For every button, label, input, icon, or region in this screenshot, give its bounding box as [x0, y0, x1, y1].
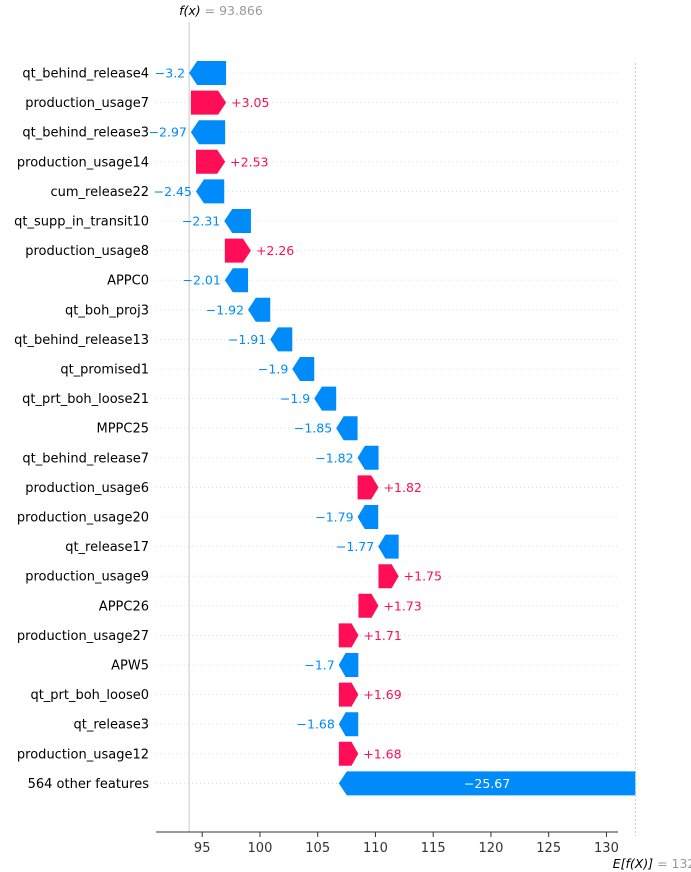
feature-label: production_usage6 — [25, 481, 149, 496]
value-label: −1.79 — [315, 510, 353, 525]
x-tick-label: 115 — [421, 841, 446, 856]
bar-negative — [292, 357, 315, 381]
row-gridlines — [156, 72, 618, 784]
value-label: −1.9 — [258, 362, 288, 377]
x-tick-label: 100 — [248, 841, 273, 856]
feature-label: production_usage20 — [17, 511, 149, 526]
bar-negative — [357, 505, 379, 529]
value-label: +2.26 — [256, 243, 294, 258]
value-label: +3.05 — [231, 95, 269, 110]
bar-negative — [314, 386, 337, 411]
value-label: −2.01 — [183, 273, 221, 288]
feature-label: APPC0 — [107, 274, 149, 289]
efx-label: E[f(X)] = 132.5 — [613, 856, 691, 871]
feature-label: production_usage8 — [25, 244, 149, 259]
bar-negative — [224, 209, 251, 233]
value-label: −2.31 — [182, 214, 220, 229]
value-label: −1.82 — [315, 450, 353, 465]
value-label: −1.68 — [297, 717, 335, 732]
bars-group: −3.2 +3.05 −2.97 +2.53 −2.45 −2.31 +2.26 −2.01 −… — [149, 61, 636, 796]
feature-label: production_usage9 — [25, 570, 149, 585]
feature-label: qt_behind_release4 — [22, 67, 149, 82]
value-label: +1.75 — [404, 569, 442, 584]
feature-label: cum_release22 — [51, 185, 150, 200]
bar-negative — [336, 416, 358, 441]
x-tick-label: 105 — [305, 841, 330, 856]
x-axis: 95 100 105 110 115 120 125 130 — [156, 831, 619, 856]
feature-label: qt_supp_in_transit10 — [14, 215, 149, 230]
bar-positive — [224, 238, 251, 263]
value-label: −3.2 — [155, 66, 185, 81]
bar-negative — [195, 179, 225, 204]
x-tick-label: 95 — [194, 841, 211, 856]
value-label: +1.69 — [363, 687, 401, 702]
bar-positive — [357, 475, 379, 500]
value-label: +1.71 — [363, 628, 401, 643]
feature-label: qt_promised1 — [60, 363, 149, 378]
feature-label: APW5 — [111, 659, 149, 674]
feature-labels-group: qt_behind_release4 production_usage7 qt_be… — [14, 67, 149, 792]
bar-negative — [270, 327, 293, 352]
feature-label: qt_behind_release7 — [22, 451, 149, 466]
feature-label: qt_behind_release3 — [22, 126, 149, 141]
feature-label: qt_release17 — [65, 540, 149, 555]
value-label: +1.82 — [384, 480, 422, 495]
fx-label: f(x) = 93.866 — [179, 3, 263, 18]
value-label: −2.45 — [154, 184, 192, 199]
value-label: −1.92 — [206, 302, 244, 317]
x-tick-label: 125 — [536, 841, 561, 856]
feature-label: production_usage27 — [17, 629, 149, 644]
bar-positive — [195, 149, 226, 174]
value-label: +1.73 — [383, 598, 421, 613]
feature-label: production_usage14 — [17, 155, 149, 170]
feature-label: production_usage12 — [17, 747, 149, 762]
value-label: +2.53 — [230, 154, 268, 169]
bar-positive — [358, 593, 379, 618]
bar-negative — [338, 712, 359, 737]
bar-positive — [378, 564, 399, 589]
feature-label: qt_release3 — [73, 718, 149, 733]
value-label: −1.7 — [304, 658, 334, 673]
value-label: −1.85 — [294, 421, 332, 436]
bar-positive — [338, 682, 359, 707]
header-labels: f(x) = 93.866 E[f(X)] = 132.5 — [179, 3, 691, 871]
value-label: −1.91 — [228, 332, 266, 347]
bar-negative — [338, 771, 636, 796]
x-tick-label: 120 — [479, 841, 504, 856]
feature-label: production_usage7 — [25, 96, 149, 111]
feature-label: qt_prt_boh_loose0 — [30, 688, 149, 703]
feature-label: qt_prt_boh_loose21 — [22, 392, 149, 407]
x-tick-label: 130 — [594, 841, 619, 856]
value-label: −25.67 — [464, 776, 510, 791]
feature-label: qt_boh_proj3 — [65, 303, 149, 318]
feature-label: APPC26 — [99, 599, 149, 614]
bar-negative — [189, 61, 227, 85]
bar-negative — [190, 120, 226, 145]
reference-lines — [188, 22, 636, 836]
feature-label: qt_behind_release13 — [14, 333, 149, 348]
value-label: −2.97 — [149, 125, 187, 140]
bar-negative — [224, 268, 249, 293]
bar-negative — [378, 534, 399, 559]
bar-negative — [357, 445, 379, 470]
bar-negative — [248, 297, 271, 322]
bar-positive — [190, 90, 227, 115]
feature-label: MPPC25 — [96, 422, 149, 437]
value-label: +1.68 — [363, 746, 401, 761]
value-label: −1.9 — [280, 391, 310, 406]
bar-positive — [338, 741, 359, 766]
feature-label: 564 other features — [28, 777, 150, 792]
bar-negative — [338, 653, 359, 677]
value-label: −1.77 — [336, 539, 374, 554]
bar-positive — [338, 623, 359, 648]
x-tick-label: 110 — [363, 841, 388, 856]
